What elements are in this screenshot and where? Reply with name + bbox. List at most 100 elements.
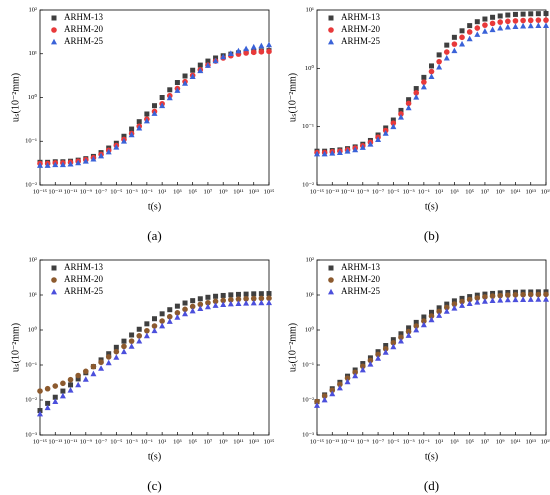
data-point (258, 299, 265, 306)
x-tick-label: 10⁷ (481, 438, 490, 445)
x-tick-label: 10⁻¹⁵ (310, 438, 324, 445)
data-point (182, 306, 188, 313)
data-point (336, 384, 343, 391)
data-point (527, 22, 534, 29)
legend-label: ARHM-25 (341, 36, 381, 46)
data-point (204, 62, 211, 68)
x-axis-label: t(s) (425, 201, 438, 212)
data-point (420, 83, 427, 90)
data-point (375, 355, 382, 361)
data-point (329, 390, 336, 397)
data-point (52, 394, 58, 400)
data-point (90, 363, 97, 370)
legend-marker (328, 277, 334, 283)
data-point (182, 300, 188, 306)
data-point (266, 291, 272, 297)
data-point (459, 302, 466, 308)
x-tick-label: 10¹¹ (510, 188, 520, 195)
data-point (60, 388, 66, 394)
data-point (113, 348, 120, 355)
data-point (227, 300, 234, 307)
x-tick-label: 10⁹ (219, 438, 229, 445)
data-point (367, 361, 374, 367)
data-point (390, 343, 397, 350)
y-tick-label: 10⁻² (25, 396, 37, 403)
data-point (174, 303, 180, 309)
data-point (535, 11, 541, 17)
data-point (406, 97, 412, 103)
data-point (421, 318, 427, 324)
data-point (98, 365, 105, 371)
caption: (c) (147, 478, 161, 493)
x-tick-label: 10¹¹ (510, 438, 520, 445)
x-tick-label: 10³ (450, 438, 459, 445)
data-point (444, 301, 450, 307)
data-point (413, 323, 420, 329)
data-point (174, 310, 181, 316)
data-point (520, 291, 526, 298)
y-axis-label: uₛ(10⁻²mm) (287, 323, 298, 372)
data-point (159, 311, 165, 317)
data-point (235, 47, 242, 54)
data-point (527, 17, 534, 24)
data-point (474, 25, 481, 31)
x-tick-label: 10⁻⁵ (387, 438, 399, 445)
y-tick-label: 10² (306, 256, 315, 263)
caption: (d) (424, 478, 439, 493)
data-point (159, 95, 165, 100)
data-point (436, 312, 443, 318)
y-tick-label: 10⁻² (25, 181, 37, 188)
data-point (59, 161, 66, 168)
data-point (151, 323, 158, 329)
data-point (474, 295, 481, 301)
data-point (143, 117, 150, 124)
x-tick-label: 10¹¹ (233, 188, 243, 195)
x-axis-label: t(s) (148, 201, 161, 212)
data-point (121, 343, 127, 350)
data-point (505, 18, 511, 25)
legend-marker (51, 15, 57, 21)
data-point (352, 146, 359, 153)
data-point (197, 62, 203, 68)
data-point (497, 297, 504, 303)
data-point (243, 50, 249, 56)
data-point (83, 368, 89, 375)
data-point (528, 11, 534, 17)
data-point (37, 410, 43, 417)
x-tick-label: 10⁻⁹ (80, 438, 93, 445)
data-point (152, 316, 157, 322)
legend-marker (51, 27, 57, 33)
data-point (143, 332, 150, 339)
data-point (220, 301, 227, 308)
y-tick-label: 10⁻¹ (25, 361, 37, 368)
data-point (151, 110, 158, 116)
data-point (120, 348, 127, 355)
data-point (144, 327, 150, 334)
data-point (405, 100, 412, 107)
x-tick-label: 10⁻⁵ (110, 188, 122, 195)
x-axis-label: t(s) (148, 451, 161, 462)
data-point (375, 136, 382, 143)
legend-marker (328, 15, 334, 21)
data-point (451, 34, 457, 40)
data-point (413, 319, 419, 325)
data-point (474, 19, 480, 25)
data-point (535, 296, 542, 302)
data-point (444, 42, 450, 48)
data-point (136, 333, 143, 339)
data-point (413, 86, 419, 92)
data-point (228, 292, 234, 298)
data-point (436, 305, 442, 311)
data-point (144, 111, 150, 117)
data-point (543, 296, 549, 302)
data-point (197, 67, 204, 74)
data-point (44, 404, 51, 411)
legend-marker (51, 38, 57, 45)
data-point (429, 309, 434, 315)
data-point (390, 117, 396, 123)
data-point (90, 155, 97, 162)
x-tick-label: 10³ (173, 438, 182, 445)
data-point (250, 299, 257, 306)
data-point (406, 325, 412, 331)
x-tick-label: 10⁷ (481, 188, 490, 195)
